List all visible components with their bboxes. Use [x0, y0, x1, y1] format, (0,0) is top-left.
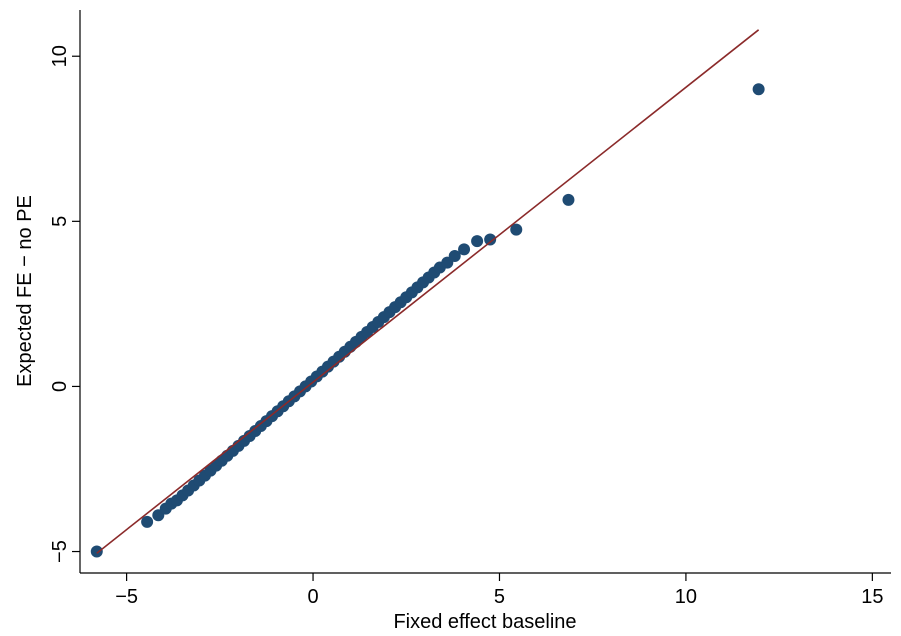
axes-layer: [79, 10, 891, 574]
y-tick-label: 0: [49, 381, 71, 392]
data-point: [510, 223, 523, 236]
data-point: [471, 235, 484, 248]
x-axis-title: Fixed effect baseline: [393, 611, 576, 633]
data-point: [458, 243, 471, 256]
data-point: [484, 233, 497, 246]
data-point: [562, 193, 575, 206]
y-tick-label: 5: [49, 216, 71, 227]
y-tick-label: 10: [49, 45, 71, 67]
data-point: [141, 515, 154, 528]
plot-layer: [90, 29, 765, 558]
y-tick-label: −5: [49, 540, 71, 563]
x-tick-label: −5: [115, 586, 138, 608]
x-tick-label: 5: [494, 586, 505, 608]
plot-area: [80, 10, 891, 573]
data-point: [752, 83, 765, 96]
x-tick-label: 15: [861, 586, 883, 608]
data-point: [90, 545, 103, 558]
ticks-layer: −5 0 5 10 15 −5 0 5 10: [49, 45, 883, 608]
x-tick-label: 10: [675, 586, 697, 608]
x-tick-label: 0: [307, 586, 318, 608]
fit-line: [96, 29, 760, 554]
y-axis-title: Expected FE − no PE: [14, 195, 36, 387]
data-point: [448, 250, 461, 262]
